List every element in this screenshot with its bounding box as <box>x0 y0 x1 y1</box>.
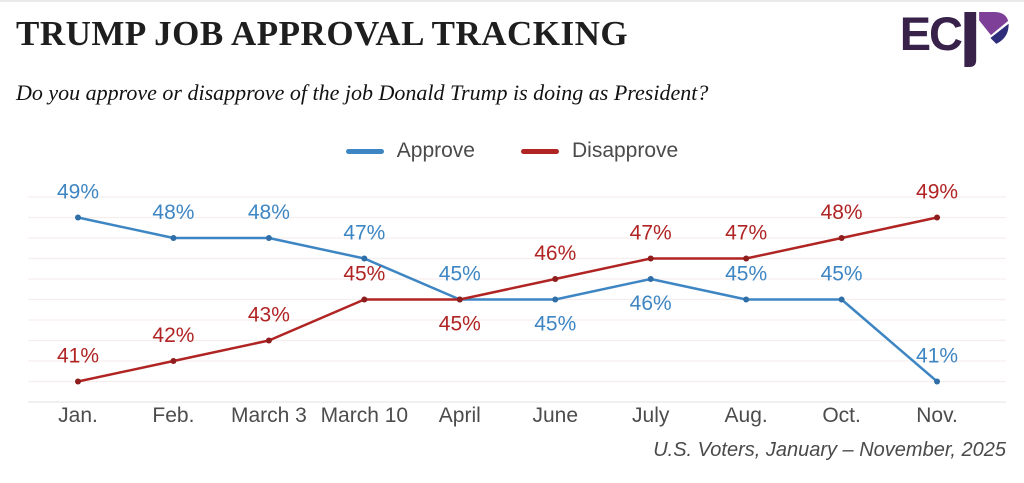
disapprove-value-label: 43% <box>248 304 290 327</box>
approve-point <box>934 378 941 385</box>
logo-mark-icon <box>964 11 1009 68</box>
logo-navy-wedge <box>990 23 1009 44</box>
approve-point <box>170 235 177 241</box>
disapprove-value-label: 45% <box>439 313 481 336</box>
disapprove-point <box>552 276 559 282</box>
disapprove-point <box>743 255 750 262</box>
disapprove-point <box>361 296 368 303</box>
disapprove-value-label: 41% <box>57 345 99 368</box>
disapprove-point <box>456 296 463 303</box>
approve-value-label: 45% <box>439 263 481 286</box>
approve-line-swatch <box>345 148 384 154</box>
disapprove-value-label: 45% <box>343 263 385 286</box>
x-tick-label: Jan. <box>58 404 98 427</box>
disapprove-line <box>76 216 939 383</box>
approve-value-label: 45% <box>534 313 576 336</box>
chart-subtitle: Do you approve or disapprove of the job … <box>16 80 709 105</box>
logo-text: EC <box>899 7 963 60</box>
approve-value-label: 46% <box>630 292 672 315</box>
approve-value-label: 45% <box>725 263 767 286</box>
source-note: U.S. Voters, January – November, 2025 <box>653 439 1006 461</box>
x-tick-label: March 3 <box>231 404 307 427</box>
x-tick-label: Feb. <box>152 404 194 427</box>
x-tick-label: Oct. <box>822 404 861 427</box>
legend-label-approve: Approve <box>396 139 475 162</box>
disapprove-value-label: 48% <box>821 201 863 224</box>
x-tick-label: Nov. <box>916 404 958 427</box>
disapprove-value-label: 47% <box>630 222 672 245</box>
disapprove-value-label: 42% <box>152 324 194 347</box>
disapprove-value-label: 47% <box>725 222 767 245</box>
x-tick-label: July <box>632 404 670 427</box>
legend-item-approve: Approve <box>345 139 475 163</box>
disapprove-point <box>647 255 654 262</box>
disapprove-point <box>934 214 941 221</box>
page-title: TRUMP JOB APPROVAL TRACKING <box>16 14 629 53</box>
approve-value-label: 45% <box>821 263 863 286</box>
approve-point <box>552 296 559 303</box>
disapprove-point <box>75 378 81 385</box>
approve-value-label: 41% <box>916 345 958 368</box>
x-tick-label: June <box>532 404 578 427</box>
approve-point <box>743 296 750 303</box>
approve-line <box>76 216 939 383</box>
legend-label-disapprove: Disapprove <box>571 139 679 162</box>
disapprove-value-label: 46% <box>534 242 576 265</box>
approve-point <box>265 235 272 241</box>
logo-stem <box>964 11 977 68</box>
approve-point <box>838 296 845 303</box>
legend-item-disapprove: Disapprove <box>520 139 679 163</box>
approve-point <box>647 276 654 282</box>
disapprove-point <box>838 235 845 241</box>
disapprove-line-swatch <box>520 148 559 154</box>
disapprove-point <box>170 358 177 364</box>
approve-value-label: 47% <box>343 222 385 245</box>
logo-purple-wedge <box>979 11 1009 36</box>
x-tick-label: April <box>439 404 481 427</box>
chart-legend: Approve Disapprove <box>0 139 1024 163</box>
ecp-logo: EC <box>900 10 1010 68</box>
approve-point <box>361 255 368 262</box>
approve-value-label: 48% <box>248 201 290 224</box>
disapprove-point <box>265 337 272 344</box>
approve-point <box>75 214 81 221</box>
approve-value-label: 48% <box>152 201 194 224</box>
disapprove-value-label: 49% <box>916 181 958 204</box>
x-tick-label: March 10 <box>321 404 409 427</box>
approve-value-label: 49% <box>57 181 99 204</box>
x-tick-label: Aug. <box>725 404 768 427</box>
